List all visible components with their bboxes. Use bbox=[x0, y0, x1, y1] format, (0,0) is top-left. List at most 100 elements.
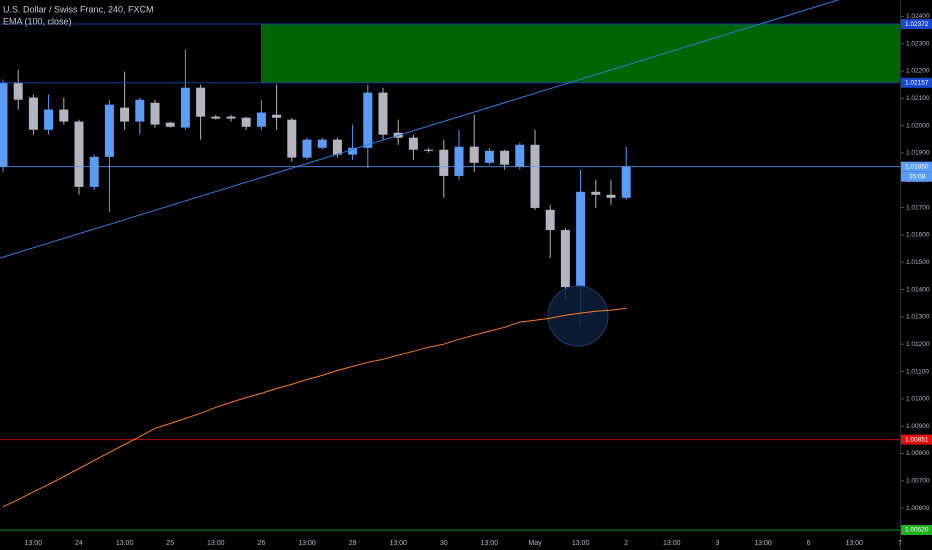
y-tick-label: 1.01600 bbox=[906, 232, 930, 239]
candle-body bbox=[104, 104, 114, 157]
x-tick-label: 13:00 bbox=[572, 540, 590, 547]
candle-body bbox=[28, 97, 38, 130]
x-tick-label: 30 bbox=[440, 540, 448, 547]
candle-body bbox=[241, 117, 251, 127]
candle-body bbox=[135, 99, 145, 122]
x-tick-label: 13:00 bbox=[298, 540, 316, 547]
candle-body bbox=[500, 150, 510, 165]
y-tick-label: 1.01500 bbox=[906, 259, 930, 266]
x-tick-label: 13:00 bbox=[207, 540, 225, 547]
candle-body bbox=[591, 191, 601, 195]
candle-body bbox=[424, 149, 434, 151]
candle-body bbox=[180, 87, 190, 128]
candle-body bbox=[332, 139, 342, 155]
price-label: 1.02372 bbox=[905, 21, 929, 28]
candle-body bbox=[0, 82, 8, 167]
x-tick-label: May bbox=[528, 540, 542, 547]
x-tick-label: 7 bbox=[898, 540, 902, 547]
overlay bbox=[0, 0, 900, 531]
y-tick-label: 1.02400 bbox=[906, 13, 930, 20]
candle-body bbox=[484, 150, 494, 163]
countdown-box bbox=[901, 171, 932, 182]
countdown: 35:08 bbox=[909, 173, 926, 180]
chart-title: U.S. Dollar / Swiss Franc, 240, FXCM bbox=[3, 4, 154, 14]
price-label-box bbox=[901, 19, 932, 30]
x-tick-label: 26 bbox=[258, 540, 266, 547]
price-label-box bbox=[901, 434, 932, 445]
x-tick-label: 3 bbox=[715, 540, 719, 547]
trend-line bbox=[0, 0, 840, 259]
y-tick-label: 1.00900 bbox=[906, 423, 930, 430]
candle-body bbox=[226, 116, 236, 119]
x-tick-label: 13:00 bbox=[25, 540, 43, 547]
candle-body bbox=[378, 92, 388, 135]
y-tick-label: 1.01300 bbox=[906, 314, 930, 321]
ema-line bbox=[2, 307, 627, 508]
candle-body bbox=[576, 191, 586, 288]
candle-body bbox=[196, 87, 206, 117]
x-tick-label: 24 bbox=[75, 540, 83, 547]
candle-body bbox=[211, 116, 221, 119]
candle-body bbox=[13, 82, 23, 100]
candle-body bbox=[44, 109, 54, 130]
candle-body bbox=[545, 209, 555, 231]
y-tick-label: 1.01900 bbox=[906, 150, 930, 157]
y-tick-label: 1.00600 bbox=[906, 505, 930, 512]
price-label-box bbox=[901, 161, 932, 172]
candle-body bbox=[272, 114, 282, 118]
zone bbox=[261, 24, 900, 83]
candle-body bbox=[59, 109, 69, 122]
y-tick-label: 1.01400 bbox=[906, 286, 930, 293]
candle-body bbox=[165, 122, 175, 127]
candle-body bbox=[606, 194, 616, 198]
x-tick-label: 13:00 bbox=[116, 540, 134, 547]
x-tick-label: 6 bbox=[807, 540, 811, 547]
y-tick-label: 1.01200 bbox=[906, 341, 930, 348]
x-tick-label: 13:00 bbox=[663, 540, 681, 547]
y-tick-label: 1.01000 bbox=[906, 396, 930, 403]
candle-body bbox=[439, 149, 449, 176]
price-label: 1.00520 bbox=[905, 527, 929, 534]
candle-body bbox=[150, 102, 160, 125]
x-tick-label: 25 bbox=[166, 540, 174, 547]
indicator-label: EMA (100, close) bbox=[3, 16, 72, 26]
candle-body bbox=[348, 147, 358, 155]
highlight-circle bbox=[547, 285, 609, 347]
y-tick-label: 1.02100 bbox=[906, 95, 930, 102]
y-tick-label: 1.02300 bbox=[906, 40, 930, 47]
plot-area bbox=[0, 24, 900, 327]
price-label: 1.02157 bbox=[905, 79, 929, 86]
x-tick-label: 13:00 bbox=[481, 540, 499, 547]
y-tick-label: 1.00800 bbox=[906, 450, 930, 457]
candle-body bbox=[454, 146, 464, 176]
candle-body bbox=[89, 156, 99, 187]
price-label-box bbox=[901, 525, 932, 535]
candle-body bbox=[469, 146, 479, 163]
candle-body bbox=[302, 139, 312, 158]
candle-body bbox=[120, 107, 130, 122]
y-tick-label: 1.02200 bbox=[906, 68, 930, 75]
y-tick-label: 1.01700 bbox=[906, 204, 930, 211]
candle-body bbox=[74, 121, 84, 187]
candle-body bbox=[560, 230, 570, 288]
price-label: 1.00851 bbox=[905, 436, 929, 443]
x-tick-label: 13:00 bbox=[754, 540, 772, 547]
x-tick-label: 13:00 bbox=[845, 540, 863, 547]
candle-body bbox=[408, 137, 418, 150]
y-tick-label: 1.00700 bbox=[906, 478, 930, 485]
candle-body bbox=[621, 166, 631, 198]
y-tick-label: 1.01100 bbox=[906, 368, 929, 375]
price-label-box bbox=[901, 77, 932, 88]
price-label: 1.01850 bbox=[905, 163, 929, 170]
y-tick-label: 1.02000 bbox=[906, 122, 930, 129]
candle-body bbox=[256, 112, 266, 127]
x-tick-label: 13:00 bbox=[389, 540, 407, 547]
candle-body bbox=[363, 92, 373, 148]
price-axis: 1.02400 1.02300 1.02200 1.02100 1.02000 1.019… bbox=[901, 13, 932, 535]
x-tick-label: 29 bbox=[349, 540, 357, 547]
x-tick-label: 2 bbox=[624, 540, 628, 547]
candle-body bbox=[530, 144, 540, 208]
candle-body bbox=[515, 144, 525, 167]
